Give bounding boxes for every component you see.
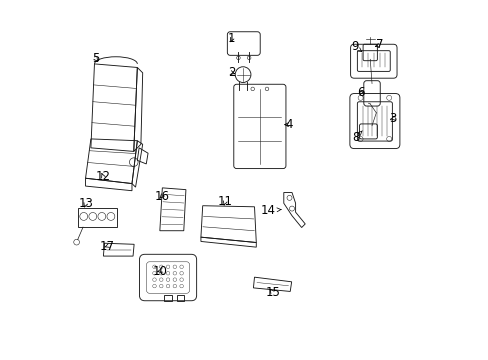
- Text: 9: 9: [350, 40, 361, 53]
- Text: 15: 15: [264, 286, 280, 299]
- Text: 2: 2: [227, 66, 235, 79]
- Text: 5: 5: [92, 52, 99, 65]
- Text: 4: 4: [284, 118, 292, 131]
- Text: 3: 3: [389, 112, 396, 125]
- Text: 14: 14: [261, 204, 281, 217]
- Text: 17: 17: [100, 240, 115, 253]
- Text: 12: 12: [95, 170, 110, 183]
- Text: 13: 13: [78, 197, 93, 210]
- Text: 10: 10: [152, 265, 167, 278]
- Text: 6: 6: [356, 86, 364, 99]
- Text: 16: 16: [154, 190, 169, 203]
- Text: 7: 7: [375, 39, 383, 51]
- Text: 1: 1: [227, 32, 235, 45]
- Text: 8: 8: [351, 131, 362, 144]
- Text: 11: 11: [217, 195, 232, 208]
